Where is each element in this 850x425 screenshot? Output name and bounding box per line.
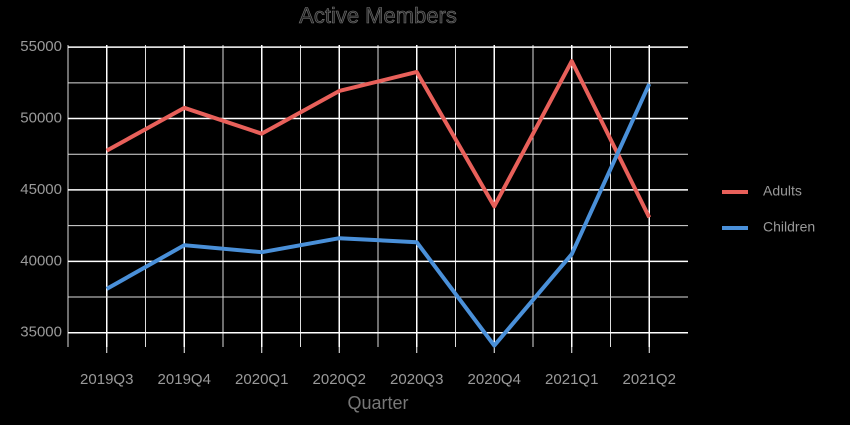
line-series: [105, 83, 652, 348]
chart-title: Active Members: [299, 3, 457, 28]
line-series: [105, 59, 652, 219]
x-tick-label: 2019Q4: [158, 371, 211, 388]
legend-label: Children: [763, 219, 815, 235]
x-tick-label: 2020Q4: [468, 371, 521, 388]
x-tick-label: 2020Q1: [235, 371, 288, 388]
x-tick-label: 2019Q3: [80, 371, 133, 388]
x-tick-label: 2021Q1: [545, 371, 598, 388]
y-tick-label: 45000: [20, 181, 62, 198]
y-tick-label: 55000: [20, 38, 62, 55]
y-tick-label: 40000: [20, 252, 62, 269]
x-tick-label: 2020Q3: [390, 371, 443, 388]
x-axis-label: Quarter: [347, 393, 408, 413]
legend-label: Adults: [763, 183, 802, 199]
x-tick-label: 2020Q2: [313, 371, 366, 388]
y-tick-label: 50000: [20, 110, 62, 127]
y-tick-label: 35000: [20, 324, 62, 341]
x-tick-label: 2021Q2: [623, 371, 676, 388]
